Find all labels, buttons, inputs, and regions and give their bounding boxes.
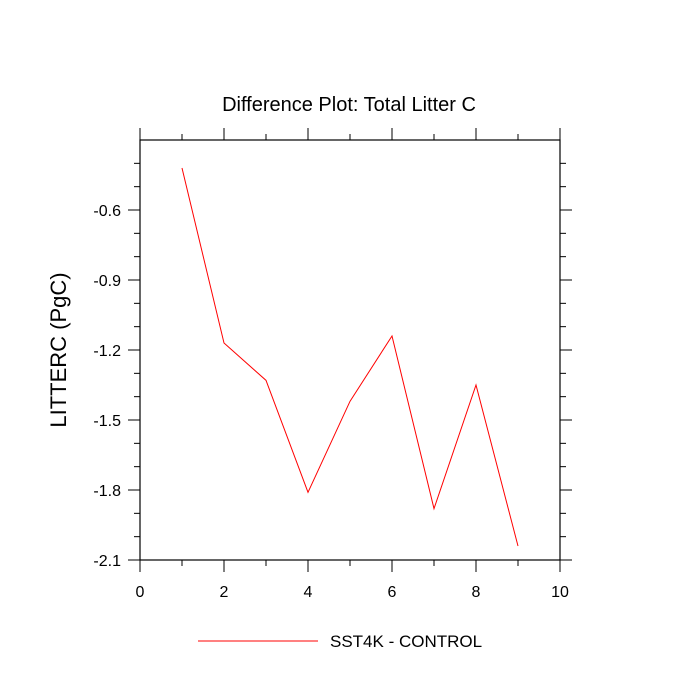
x-tick-label: 8 [472,584,481,601]
axis-ticks: 0 2 4 6 8 10 -2.1 -1.8 -1.5 -1.2 -0.9 -0.6 [93,128,572,601]
legend-label: SST4K - CONTROL [330,632,482,651]
series-line-sst4k-control [181,167,519,547]
series-layer [181,167,519,547]
plot-frame [139,139,561,561]
y-tick-label: -2.1 [93,553,121,570]
y-tick-label: -0.9 [93,273,121,290]
legend: SST4K - CONTROL [198,632,482,651]
y-tick-label: -1.8 [93,483,121,500]
x-tick-label: 10 [551,584,569,601]
x-tick-label: 6 [388,584,397,601]
x-tick-label: 0 [136,584,145,601]
chart-title: Difference Plot: Total Litter C [222,94,476,116]
y-tick-label: -1.2 [93,343,121,360]
y-axis-label: LITTERC (PgC) [46,272,71,427]
y-tick-label: -0.6 [93,203,121,220]
y-tick-label: -1.5 [93,413,121,430]
x-tick-label: 4 [304,584,313,601]
x-tick-label: 2 [220,584,229,601]
